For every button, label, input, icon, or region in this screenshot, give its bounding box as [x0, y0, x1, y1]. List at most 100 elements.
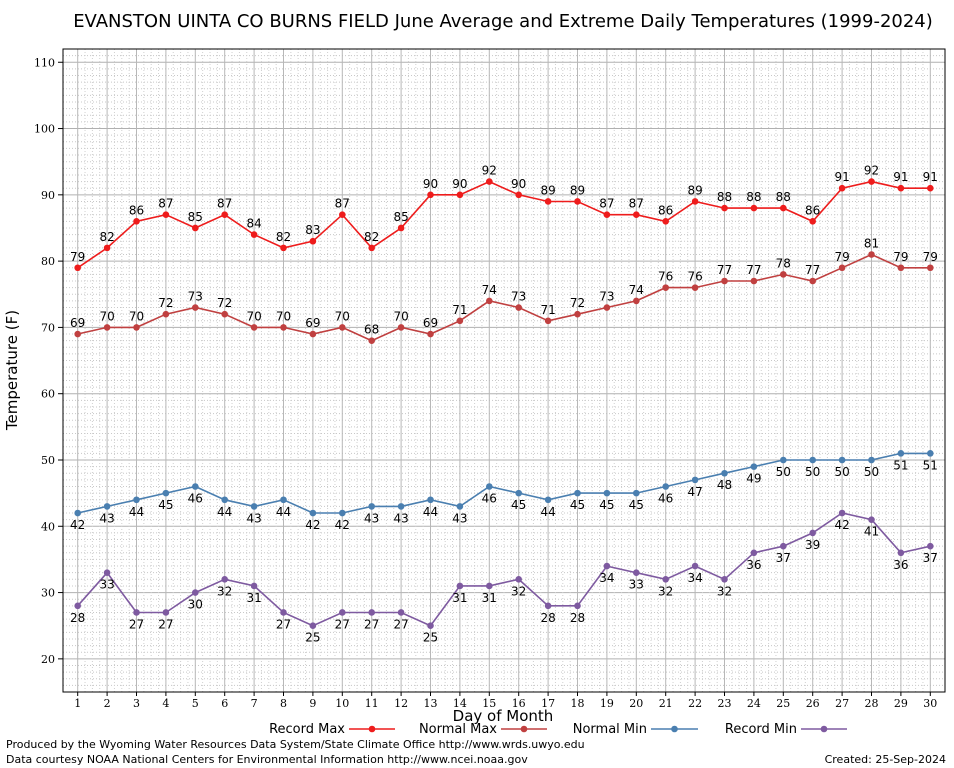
data-label-record-max: 92 — [864, 164, 879, 178]
data-point-record-min — [486, 582, 493, 590]
data-label-record-min: 28 — [570, 611, 585, 625]
data-label-record-min: 31 — [452, 591, 467, 605]
x-tick-label: 19 — [600, 697, 614, 710]
legend-marker-record-min — [820, 725, 828, 733]
data-point-record-max — [309, 237, 317, 245]
series-line-record-max — [77, 180, 931, 269]
data-point-normal-max — [280, 324, 287, 331]
series-line-record-min — [77, 512, 931, 627]
data-label-record-max: 89 — [540, 183, 555, 197]
data-label-normal-min: 45 — [511, 498, 526, 512]
data-point-normal-max — [691, 284, 699, 291]
data-label-record-max: 91 — [893, 170, 908, 184]
data-label-record-max: 82 — [276, 230, 291, 244]
data-label-normal-min: 44 — [276, 505, 291, 519]
data-point-record-min — [368, 609, 376, 616]
data-label-record-max: 92 — [482, 164, 497, 178]
data-point-record-max — [103, 244, 111, 252]
data-label-normal-min: 46 — [658, 492, 673, 506]
data-label-normal-min: 43 — [452, 511, 467, 525]
data-point-record-max — [74, 264, 81, 272]
data-point-normal-max — [544, 317, 552, 325]
data-point-record-min — [339, 609, 346, 616]
data-label-normal-max: 77 — [717, 263, 732, 277]
data-label-record-max: 90 — [511, 177, 526, 191]
x-tick-label: 24 — [747, 697, 761, 710]
data-label-record-min: 25 — [305, 631, 320, 645]
data-point-normal-max — [368, 337, 376, 344]
y-tick-label: 100 — [34, 123, 55, 136]
x-tick-label: 30 — [923, 697, 937, 710]
data-point-normal-min — [74, 509, 81, 517]
data-point-normal-min — [309, 509, 317, 517]
data-point-record-min — [691, 562, 699, 570]
data-point-record-max — [574, 198, 581, 205]
x-tick-label: 3 — [133, 697, 140, 710]
data-point-record-max — [721, 204, 728, 212]
data-point-normal-max — [897, 264, 905, 272]
data-label-normal-min: 43 — [99, 511, 114, 525]
legend-marker-normal-max — [520, 725, 528, 733]
data-point-normal-max — [868, 251, 875, 258]
data-label-record-min: 36 — [746, 558, 761, 572]
data-label-record-max: 88 — [776, 190, 791, 204]
data-label-normal-max: 73 — [511, 290, 526, 304]
data-point-normal-max — [721, 277, 728, 285]
data-point-normal-min — [574, 489, 581, 497]
data-label-record-min: 39 — [805, 538, 820, 552]
data-label-normal-min: 42 — [70, 518, 85, 532]
data-point-normal-max — [838, 264, 846, 272]
series-line-normal-max — [77, 253, 931, 342]
data-label-record-max: 87 — [158, 197, 173, 211]
data-label-record-min: 37 — [923, 551, 938, 565]
data-point-record-min — [633, 569, 640, 576]
x-tick-label: 14 — [453, 697, 467, 710]
data-point-normal-min — [397, 503, 405, 510]
data-point-normal-max — [133, 324, 140, 331]
data-point-normal-max — [456, 317, 464, 325]
x-tick-label: 6 — [221, 697, 228, 710]
data-label-normal-max: 70 — [129, 309, 144, 323]
data-label-record-min: 27 — [129, 617, 144, 631]
data-point-record-min — [868, 516, 875, 523]
data-point-normal-min — [927, 450, 934, 457]
data-label-normal-min: 50 — [805, 465, 820, 479]
data-point-normal-min — [691, 476, 699, 484]
data-point-normal-max — [574, 310, 581, 318]
chart-grid — [63, 48, 945, 693]
data-point-record-max — [633, 211, 640, 219]
data-label-normal-min: 44 — [423, 505, 438, 519]
data-point-record-max — [221, 211, 228, 219]
data-label-normal-max: 70 — [393, 309, 408, 323]
data-label-normal-max: 69 — [70, 316, 85, 330]
x-tick-label: 9 — [309, 697, 316, 710]
data-point-normal-min — [868, 456, 875, 464]
data-point-record-min — [897, 549, 905, 557]
data-label-record-max: 85 — [188, 210, 203, 224]
chart-title: EVANSTON UINTA CO BURNS FIELD June Avera… — [73, 11, 933, 32]
data-point-normal-min — [456, 503, 464, 510]
data-point-record-max — [662, 218, 669, 225]
data-point-normal-min — [368, 503, 376, 510]
data-point-record-min — [192, 589, 199, 596]
data-label-normal-min: 43 — [393, 511, 408, 525]
data-label-record-max: 84 — [246, 217, 261, 231]
data-point-record-max — [603, 211, 611, 219]
data-label-normal-max: 78 — [776, 256, 791, 270]
data-point-record-min — [162, 609, 170, 616]
data-label-record-min: 33 — [629, 578, 644, 592]
data-label-record-min: 34 — [599, 571, 614, 585]
data-label-normal-max: 81 — [864, 236, 879, 250]
data-label-record-max: 87 — [217, 197, 232, 211]
data-label-normal-max: 70 — [276, 309, 291, 323]
data-label-record-min: 32 — [511, 584, 526, 598]
data-label-normal-max: 72 — [158, 296, 173, 310]
data-point-normal-min — [280, 496, 287, 504]
data-point-record-max — [515, 191, 522, 199]
data-label-normal-min: 42 — [335, 518, 350, 532]
data-label-normal-max: 73 — [188, 290, 203, 304]
data-point-normal-max — [603, 304, 611, 311]
series-line-normal-min — [77, 452, 931, 514]
x-tick-label: 27 — [835, 697, 849, 710]
data-point-record-min — [427, 622, 434, 630]
